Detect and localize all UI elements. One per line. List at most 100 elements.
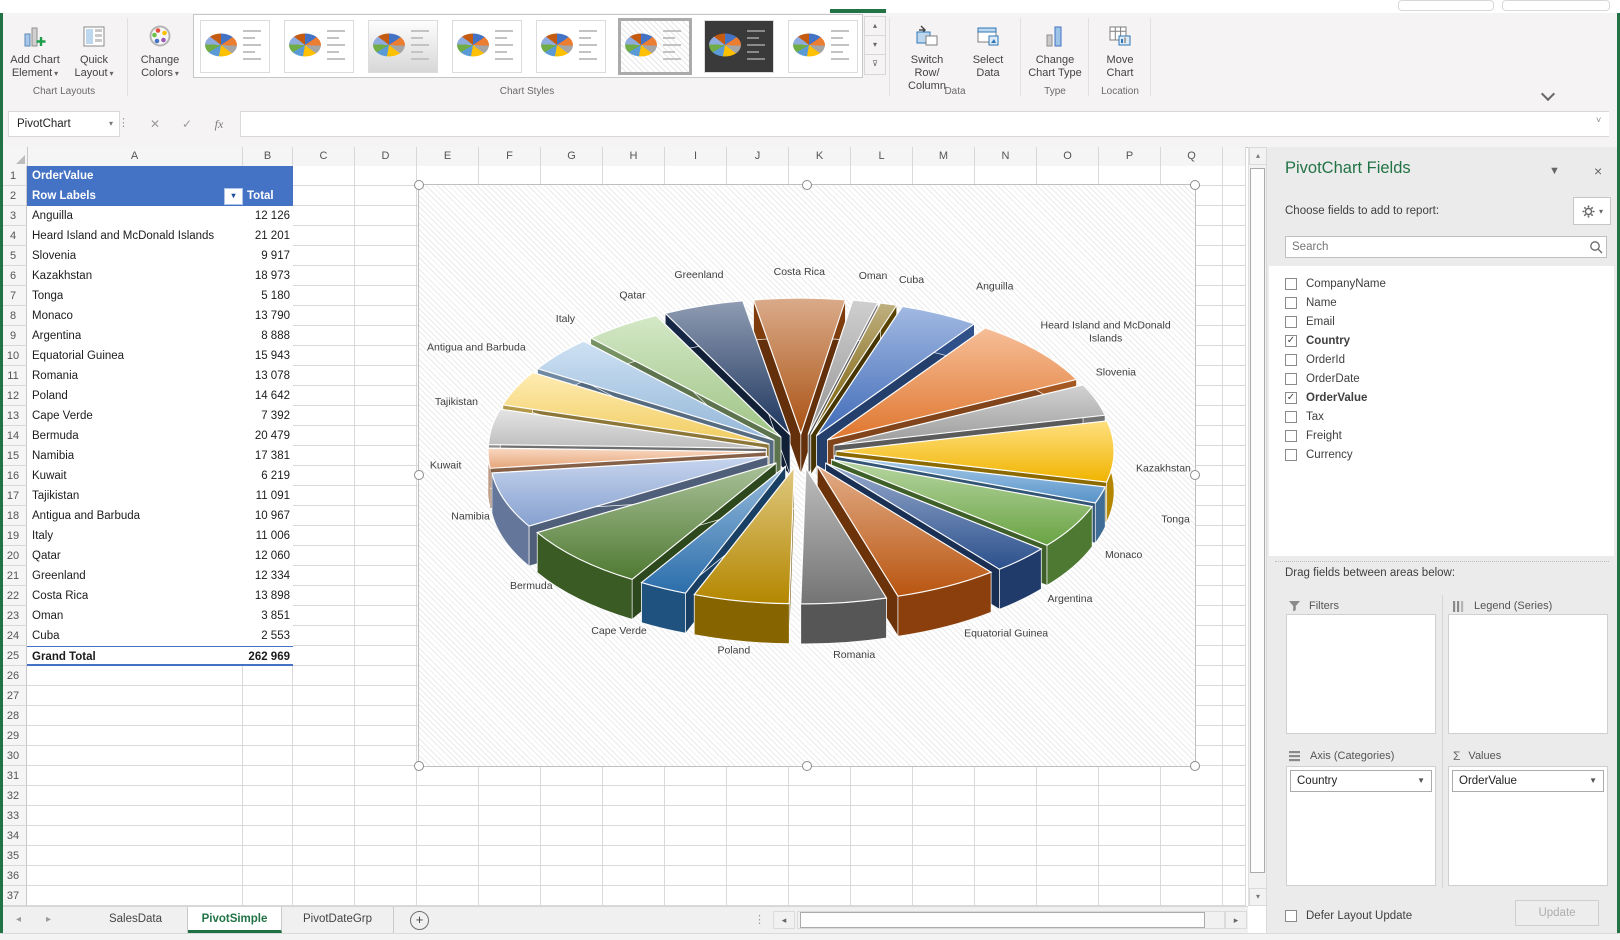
row-header-11[interactable]: 11 xyxy=(0,366,27,386)
row-header-4[interactable]: 4 xyxy=(0,226,27,246)
pivot-row-heard-island-and-mcdonald-islands[interactable]: Heard Island and McDonald Islands 21 201 xyxy=(27,226,293,246)
hscroll-right-icon[interactable]: ▸ xyxy=(1225,911,1247,929)
chart-style-thumbnail-4[interactable] xyxy=(452,20,522,73)
select-all-corner[interactable] xyxy=(0,147,28,166)
row-header-31[interactable]: 31 xyxy=(0,766,27,786)
row-header-27[interactable]: 27 xyxy=(0,686,27,706)
pie-slice-romania[interactable] xyxy=(800,465,888,605)
sheet-tab-pivotsimple[interactable]: PivotSimple xyxy=(188,907,282,933)
row-header-24[interactable]: 24 xyxy=(0,626,27,646)
checkbox-icon[interactable] xyxy=(1285,429,1297,442)
pivot-cell-row-labels[interactable]: Row Labels ▾ Total xyxy=(27,186,293,206)
row-header-18[interactable]: 18 xyxy=(0,506,27,526)
gallery-scroll-down-button[interactable]: ▾ xyxy=(864,35,886,56)
values-area-box[interactable]: OrderValue ▼ xyxy=(1448,766,1608,886)
column-header-I[interactable]: I xyxy=(665,147,727,166)
field-item-currency[interactable]: Currency xyxy=(1285,445,1353,464)
row-header-29[interactable]: 29 xyxy=(0,726,27,746)
checkbox-icon[interactable] xyxy=(1285,315,1297,328)
chart-selection-handle[interactable] xyxy=(414,180,424,190)
row-header-16[interactable]: 16 xyxy=(0,466,27,486)
row-header-28[interactable]: 28 xyxy=(0,706,27,726)
pivot-row-argentina[interactable]: Argentina 8 888 xyxy=(27,326,293,346)
pie-slice-tajikistan[interactable] xyxy=(487,408,767,449)
chart-selection-handle[interactable] xyxy=(414,470,424,480)
filters-area-box[interactable] xyxy=(1286,614,1436,734)
chart-styles-gallery[interactable] xyxy=(193,14,863,78)
column-header-M[interactable]: M xyxy=(913,147,975,166)
pivot-row-tonga[interactable]: Tonga 5 180 xyxy=(27,286,293,306)
change-colors-button[interactable]: Change Colors ▾ xyxy=(132,16,188,98)
checkbox-checked-icon[interactable]: ✓ xyxy=(1285,391,1297,404)
row-header-23[interactable]: 23 xyxy=(0,606,27,626)
field-item-companyname[interactable]: CompanyName xyxy=(1285,274,1386,293)
pivot-row-monaco[interactable]: Monaco 13 790 xyxy=(27,306,293,326)
collapse-ribbon-icon[interactable] xyxy=(1540,86,1556,102)
column-header-partial[interactable] xyxy=(1223,147,1246,166)
change-chart-type-button[interactable]: Change Chart Type xyxy=(1026,16,1084,98)
pane-close-icon[interactable]: × xyxy=(1594,163,1603,179)
field-item-ordervalue[interactable]: ✓ OrderValue xyxy=(1285,388,1367,407)
pie-slice-namibia[interactable] xyxy=(491,455,769,527)
pie-slice-kazakhstan[interactable] xyxy=(835,420,1115,483)
vertical-scrollbar[interactable]: ▴ ▾ xyxy=(1248,147,1267,906)
row-header-32[interactable]: 32 xyxy=(0,786,27,806)
pivot-cell-total-header[interactable]: Total xyxy=(247,190,274,202)
row-header-10[interactable]: 10 xyxy=(0,346,27,366)
field-item-email[interactable]: Email xyxy=(1285,312,1335,331)
row-header-5[interactable]: 5 xyxy=(0,246,27,266)
pivot-chart-object[interactable]: Anguilla Heard Island and McDonald Islands… xyxy=(418,184,1196,767)
chart-style-thumbnail-8[interactable] xyxy=(788,20,858,73)
window-control-box[interactable] xyxy=(1398,0,1494,11)
move-chart-button[interactable]: Move Chart xyxy=(1094,16,1146,98)
row-header-17[interactable]: 17 xyxy=(0,486,27,506)
row-header-22[interactable]: 22 xyxy=(0,586,27,606)
chart-selection-handle[interactable] xyxy=(802,180,812,190)
sheet-tab-salesdata[interactable]: SalesData xyxy=(84,907,188,933)
name-box-caret-icon[interactable]: ▾ xyxy=(108,119,113,128)
checkbox-icon[interactable] xyxy=(1285,372,1297,385)
row-header-14[interactable]: 14 xyxy=(0,426,27,446)
pie-slice-costa-rica[interactable] xyxy=(752,297,847,436)
checkbox-icon[interactable] xyxy=(1285,448,1297,461)
hscroll-left-icon[interactable]: ◂ xyxy=(773,911,795,929)
row-header-35[interactable]: 35 xyxy=(0,846,27,866)
row-header-2[interactable]: 2 xyxy=(0,186,27,206)
pivot-row-tajikistan[interactable]: Tajikistan 11 091 xyxy=(27,486,293,506)
column-header-L[interactable]: L xyxy=(851,147,913,166)
row-header-25[interactable]: 25 xyxy=(0,646,27,666)
search-input[interactable] xyxy=(1285,236,1607,258)
pane-options-caret-icon[interactable]: ▼ xyxy=(1549,165,1560,177)
row-header-34[interactable]: 34 xyxy=(0,826,27,846)
cancel-icon[interactable]: ✕ xyxy=(149,117,161,131)
column-header-K[interactable]: K xyxy=(789,147,851,166)
row-header-36[interactable]: 36 xyxy=(0,866,27,886)
pie-slice-anguilla[interactable] xyxy=(816,305,976,437)
field-item-freight[interactable]: Freight xyxy=(1285,426,1342,445)
column-header-A[interactable]: A xyxy=(27,147,243,166)
field-item-tax[interactable]: Tax xyxy=(1285,407,1324,426)
row-header-20[interactable]: 20 xyxy=(0,546,27,566)
row-header-33[interactable]: 33 xyxy=(0,806,27,826)
new-sheet-button[interactable]: + xyxy=(410,911,429,930)
row-header-21[interactable]: 21 xyxy=(0,566,27,586)
chart-style-thumbnail-7[interactable] xyxy=(704,20,774,73)
defer-layout-checkbox[interactable] xyxy=(1285,910,1297,922)
chevron-down-icon[interactable]: ▼ xyxy=(1417,776,1425,785)
pie-slice-oman[interactable] xyxy=(807,299,879,435)
insert-function-icon[interactable]: fx xyxy=(214,117,224,131)
pivot-row-costa-rica[interactable]: Costa Rica 13 898 xyxy=(27,586,293,606)
name-box[interactable]: PivotChart ▾ xyxy=(8,111,120,137)
pivot-row-oman[interactable]: Oman 3 851 xyxy=(27,606,293,626)
formula-bar-resize-handle[interactable]: ⋮ xyxy=(118,117,129,129)
column-header-D[interactable]: D xyxy=(355,147,417,166)
chart-style-thumbnail-1[interactable] xyxy=(200,20,270,73)
fields-settings-button[interactable]: ▾ xyxy=(1573,197,1611,225)
tabbar-resize-handle[interactable]: ⋮ xyxy=(754,914,765,926)
chart-selection-handle[interactable] xyxy=(1190,180,1200,190)
pie-slice-monaco[interactable] xyxy=(831,458,1094,546)
gallery-more-button[interactable]: ⊽ xyxy=(864,54,886,75)
pivot-row-namibia[interactable]: Namibia 17 381 xyxy=(27,446,293,466)
pivot-row-cuba[interactable]: Cuba 2 553 xyxy=(27,626,293,646)
quick-layout-button[interactable]: Quick Layout ▾ xyxy=(66,16,122,98)
